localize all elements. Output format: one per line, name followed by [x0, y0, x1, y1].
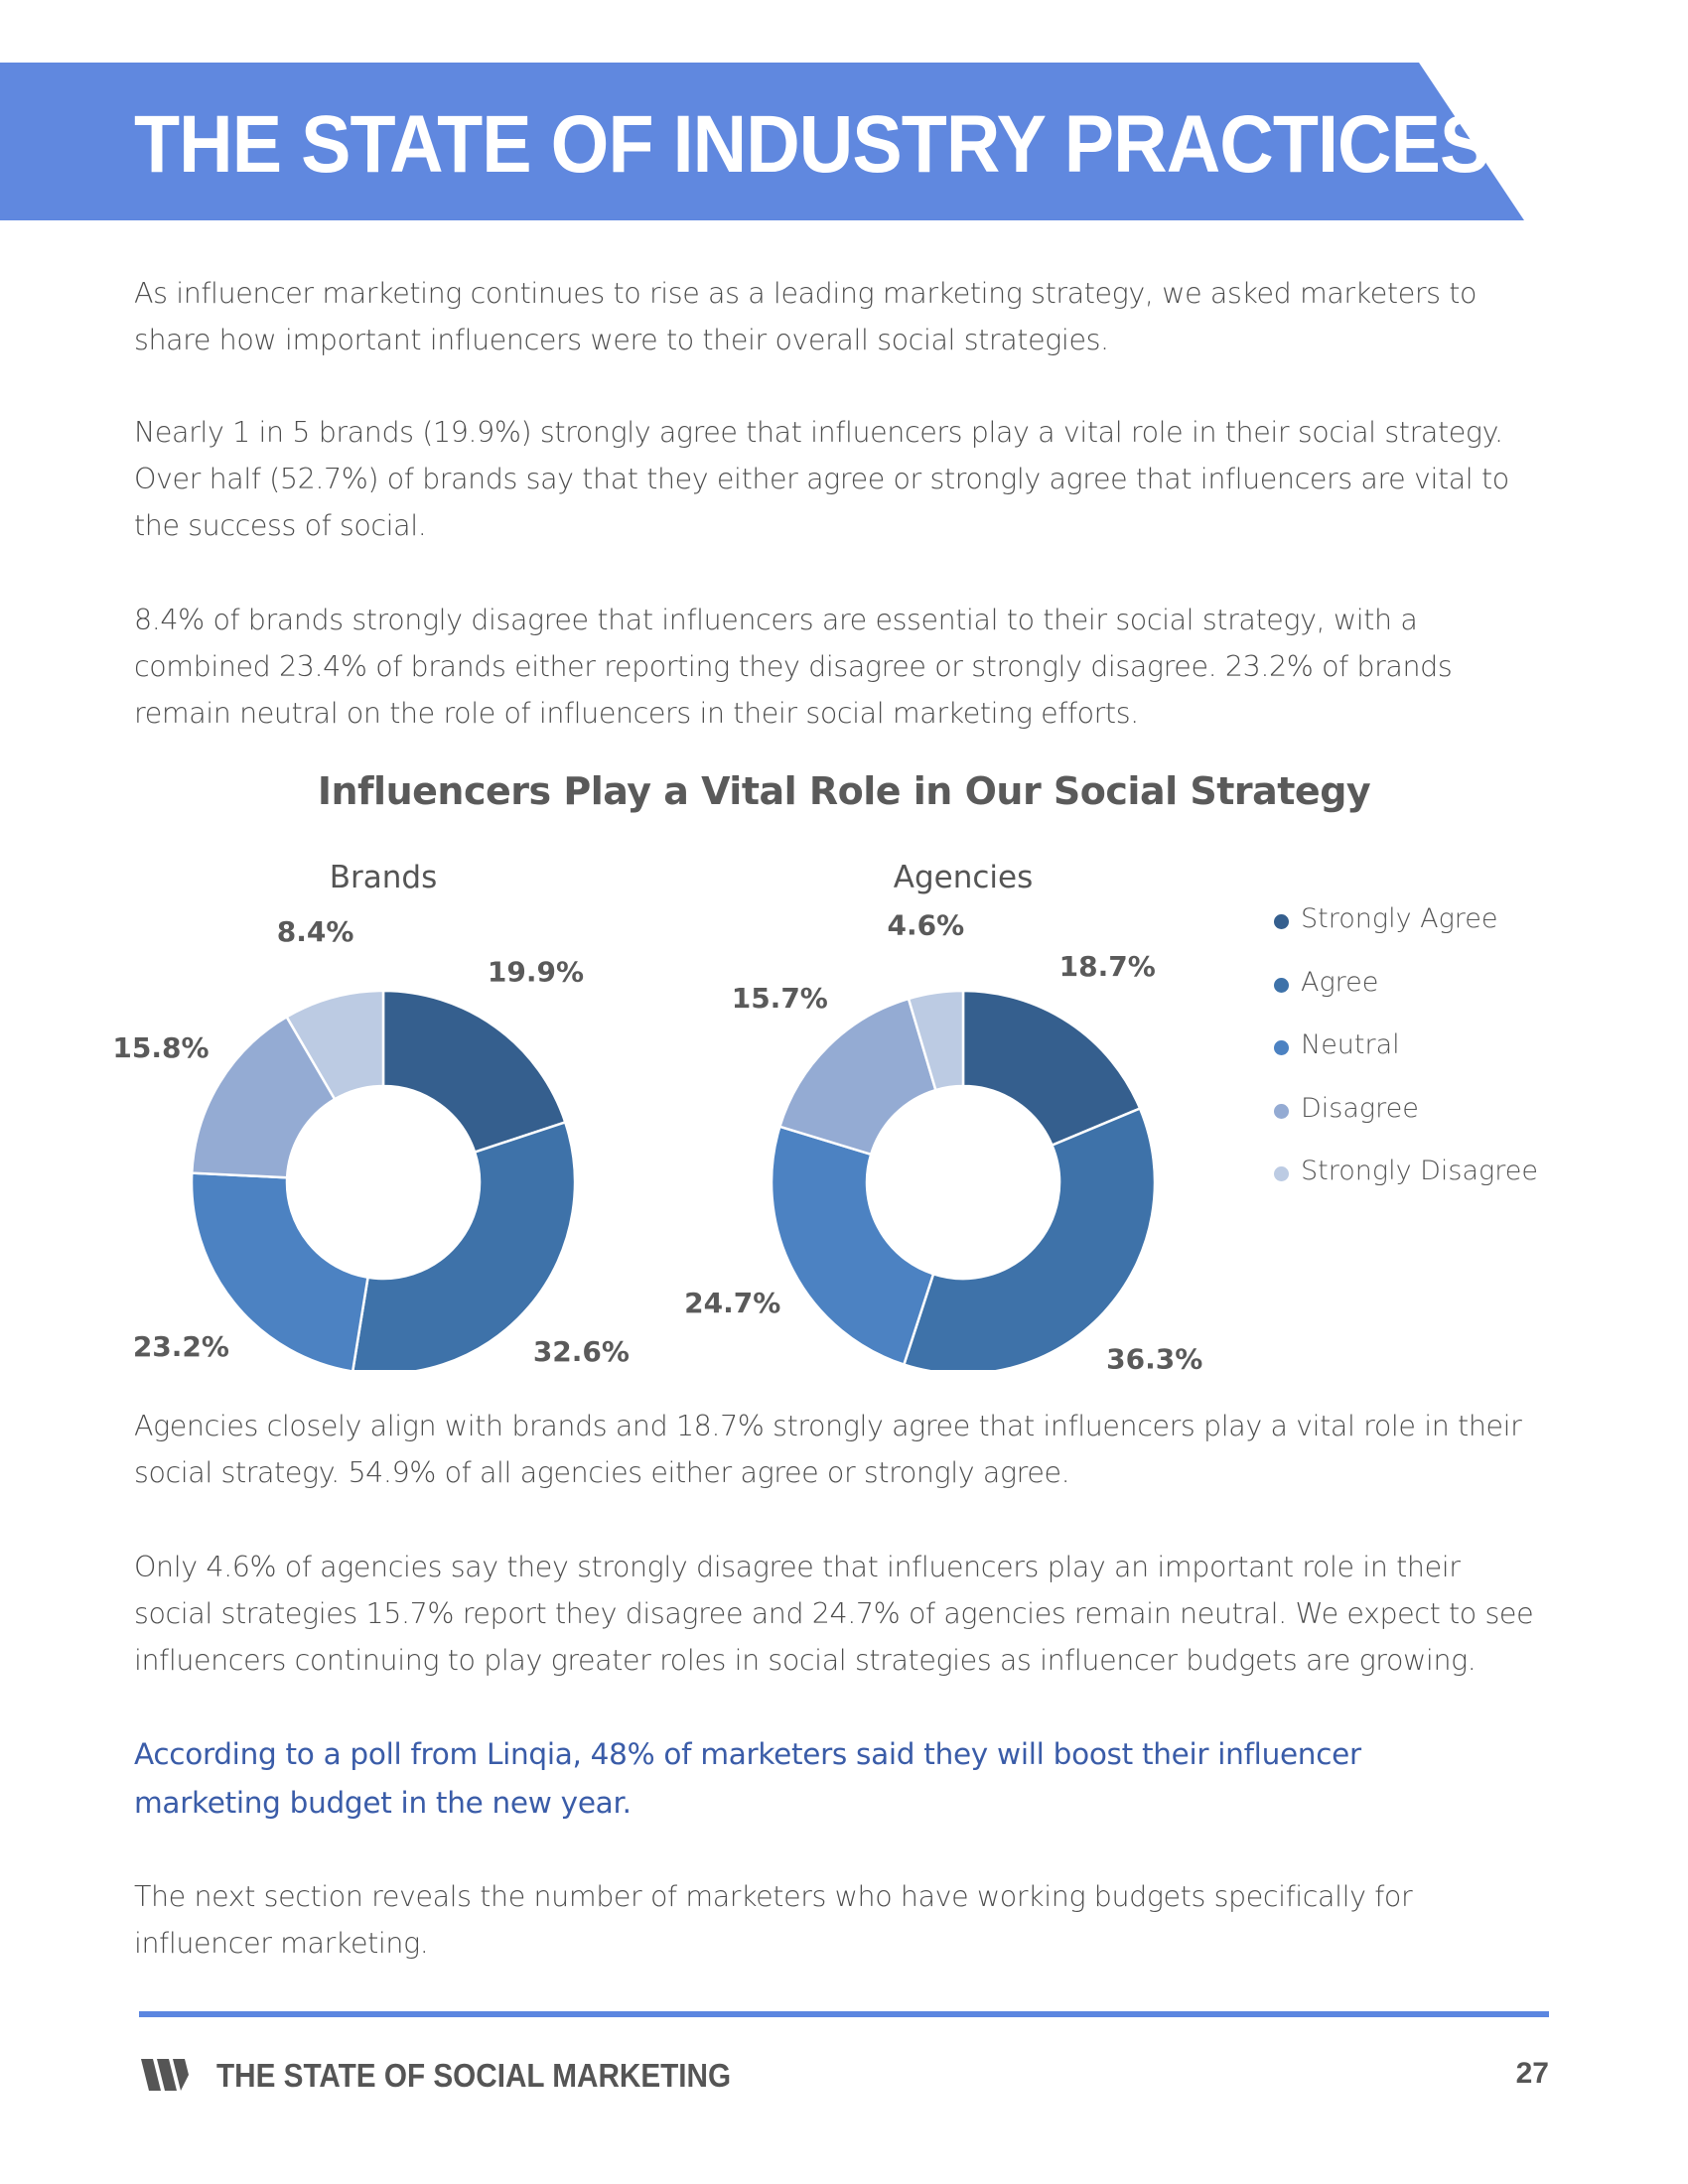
body-paragraph-next-section: The next section reveals the number of m… — [134, 1873, 1413, 1967]
agencies-data-label: 15.7% — [732, 982, 828, 1015]
text-line: remain neutral on the role of influencer… — [134, 697, 1139, 730]
brands-data-label: 8.4% — [277, 915, 354, 948]
text-line: Over half (52.7%) of brands say that the… — [134, 463, 1509, 495]
page-title: THE STATE OF INDUSTRY PRACTICES — [134, 99, 1489, 190]
legend-swatch — [1274, 1166, 1289, 1182]
legend-label: Disagree — [1301, 1092, 1419, 1124]
text-line: marketing budget in the new year. — [134, 1786, 632, 1820]
legend-swatch — [1274, 1103, 1289, 1119]
chart-legend: Strongly Agree Agree Neutral Disagree St… — [1274, 893, 1538, 1209]
brands-slice-strongly-disagree — [285, 989, 385, 1101]
footer-title: THE STATE OF SOCIAL MARKETING — [216, 2057, 732, 2094]
legend-item-disagree: Disagree — [1274, 1083, 1538, 1147]
text-line: 8.4% of brands strongly disagree that in… — [134, 604, 1418, 636]
agencies-slice-agree — [902, 1106, 1157, 1370]
intro-paragraph-2: Nearly 1 in 5 brands (19.9%) strongly ag… — [134, 409, 1509, 549]
footer-divider — [139, 2011, 1549, 2017]
text-line: Agencies closely align with brands and 1… — [134, 1410, 1522, 1442]
text-line: Nearly 1 in 5 brands (19.9%) strongly ag… — [134, 416, 1503, 449]
body-paragraph-disagree: Only 4.6% of agencies say they strongly … — [134, 1544, 1534, 1684]
agencies-slice-strongly-agree — [961, 989, 1142, 1148]
sprout-logo-icon — [141, 2059, 189, 2091]
brands-slice-neutral — [190, 1171, 369, 1370]
legend-label: Neutral — [1301, 1029, 1400, 1061]
agencies-data-label: 18.7% — [1059, 950, 1156, 983]
brands-slice-disagree — [190, 1015, 337, 1179]
agencies-slice-strongly-disagree — [907, 989, 965, 1092]
legend-item-neutral: Neutral — [1274, 1020, 1538, 1083]
text-line: social strategy. 54.9% of all agencies e… — [134, 1456, 1070, 1489]
brands-slice-strongly-agree — [381, 989, 567, 1155]
chart-title: Influencers Play a Vital Role in Our Soc… — [317, 769, 1371, 813]
text-line: influencer marketing. — [134, 1927, 429, 1960]
text-line: The next section reveals the number of m… — [134, 1880, 1413, 1913]
text-line: influencers continuing to play greater r… — [134, 1644, 1477, 1677]
legend-label: Strongly Agree — [1301, 903, 1498, 935]
text-line: combined 23.4% of brands either reportin… — [134, 650, 1453, 683]
agencies-slice-neutral — [770, 1125, 935, 1367]
brands-data-label: 19.9% — [488, 956, 584, 989]
legend-label: Agree — [1301, 966, 1379, 998]
header-banner — [0, 63, 1524, 220]
highlight-callout: According to a poll from Linqia, 48% of … — [134, 1730, 1361, 1828]
text-line: the success of social. — [134, 509, 427, 542]
brands-donut: Brands 19.9% 32.6% 23.2% 15.8% 8.4% — [112, 860, 630, 1370]
brands-chart-title: Brands — [330, 860, 438, 895]
text-line: As influencer marketing continues to ris… — [134, 277, 1477, 310]
legend-item-agree: Agree — [1274, 957, 1538, 1021]
intro-paragraph-3: 8.4% of brands strongly disagree that in… — [134, 597, 1453, 737]
text-line: social strategies 15.7% report they disa… — [134, 1597, 1534, 1630]
legend-item-strongly-agree: Strongly Agree — [1274, 893, 1538, 957]
brands-data-label: 23.2% — [133, 1330, 229, 1363]
brands-data-label: 15.8% — [112, 1031, 209, 1064]
legend-swatch — [1274, 914, 1289, 930]
legend-swatch — [1274, 1040, 1289, 1056]
agencies-slice-disagree — [777, 997, 937, 1157]
legend-label: Strongly Disagree — [1301, 1156, 1538, 1187]
donut-charts: Brands 19.9% 32.6% 23.2% 15.8% 8.4% Agencies 18… — [112, 860, 1202, 1370]
brands-slice-agree — [352, 1120, 577, 1370]
agencies-data-label: 24.7% — [684, 1287, 780, 1319]
agencies-chart-title: Agencies — [894, 860, 1033, 895]
agencies-data-label: 4.6% — [887, 909, 964, 942]
text-line: Only 4.6% of agencies say they strongly … — [134, 1551, 1461, 1583]
body-paragraph-agencies: Agencies closely align with brands and 1… — [134, 1403, 1522, 1496]
page-number: 27 — [1515, 2057, 1549, 2090]
intro-paragraph-1: As influencer marketing continues to ris… — [134, 270, 1477, 363]
agencies-data-label: 36.3% — [1106, 1343, 1202, 1371]
text-line: share how important influencers were to … — [134, 324, 1109, 356]
legend-item-strongly-disagree: Strongly Disagree — [1274, 1146, 1538, 1209]
legend-swatch — [1274, 977, 1289, 993]
text-line: According to a poll from Linqia, 48% of … — [134, 1737, 1361, 1771]
brands-data-label: 32.6% — [533, 1335, 630, 1368]
agencies-donut: Agencies 18.7% 36.3% 24.7% 15.7% 4.6% — [684, 860, 1202, 1370]
